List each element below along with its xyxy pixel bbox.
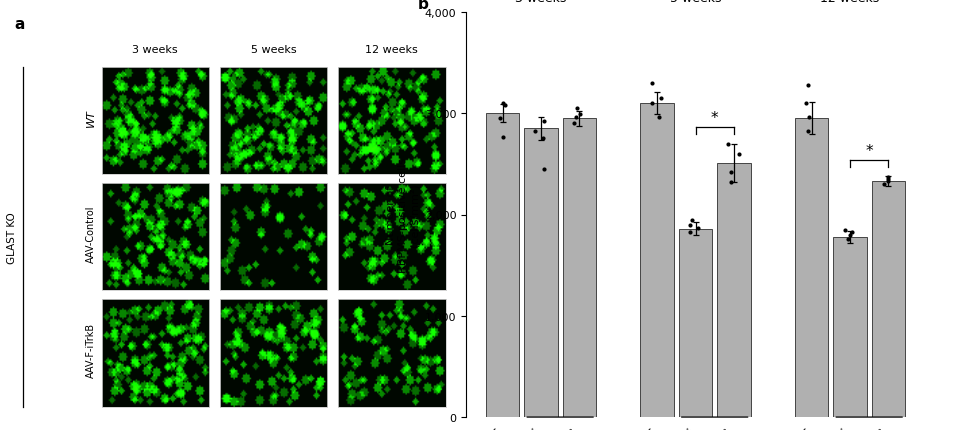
Point [799, 101, 814, 108]
Y-axis label: Number of
RBPMS-positive cells
(cells/mm²): Number of RBPMS-positive cells (cells/mm… [386, 158, 420, 272]
Text: 12 weeks: 12 weeks [366, 45, 419, 55]
Point [802, 114, 817, 121]
Point [535, 135, 550, 141]
Text: 3 weeks: 3 weeks [132, 45, 179, 55]
Point [800, 129, 815, 135]
Point [495, 101, 511, 108]
Bar [872, 181, 905, 417]
Text: 5 weeks: 5 weeks [670, 0, 721, 5]
Point [492, 116, 508, 123]
Point [527, 129, 542, 135]
Point [683, 222, 698, 229]
Point [572, 111, 588, 118]
Point [653, 95, 668, 102]
Bar [563, 119, 596, 417]
Point [495, 134, 511, 141]
Point [644, 101, 660, 108]
Point [880, 176, 896, 183]
Point [568, 114, 584, 121]
Text: a: a [14, 17, 24, 32]
Point [724, 169, 739, 176]
Point [537, 166, 552, 173]
Point [876, 181, 892, 188]
Point [497, 102, 513, 109]
Text: *: * [865, 144, 873, 158]
Point [569, 105, 585, 112]
Text: GLAST KO: GLAST KO [7, 212, 16, 263]
Text: AAV-Control: AAV-Control [85, 206, 96, 263]
Bar [640, 104, 674, 417]
Point [566, 120, 582, 127]
Bar [486, 114, 519, 417]
Point [690, 225, 706, 232]
Bar [679, 229, 712, 417]
Point [720, 141, 735, 147]
Point [843, 232, 858, 239]
Bar [524, 129, 558, 417]
Text: 3 weeks: 3 weeks [516, 0, 566, 5]
Point [724, 179, 739, 186]
Bar [717, 163, 751, 417]
Point [801, 82, 816, 89]
Point [537, 119, 552, 126]
Text: AAV-F-iTrkB: AAV-F-iTrkB [85, 322, 96, 378]
Bar [833, 237, 867, 417]
Point [651, 114, 666, 121]
Point [841, 236, 856, 243]
Point [683, 229, 698, 236]
Text: b: b [418, 0, 428, 12]
Point [644, 80, 660, 87]
Point [731, 151, 746, 158]
Text: *: * [710, 111, 718, 126]
Text: 12 weeks: 12 weeks [821, 0, 879, 5]
Bar [795, 119, 828, 417]
Point [684, 217, 700, 224]
Text: 5 weeks: 5 weeks [251, 45, 297, 55]
Point [880, 178, 896, 185]
Text: WT: WT [85, 109, 96, 127]
Point [837, 227, 852, 233]
Point [880, 174, 896, 181]
Point [845, 229, 860, 236]
